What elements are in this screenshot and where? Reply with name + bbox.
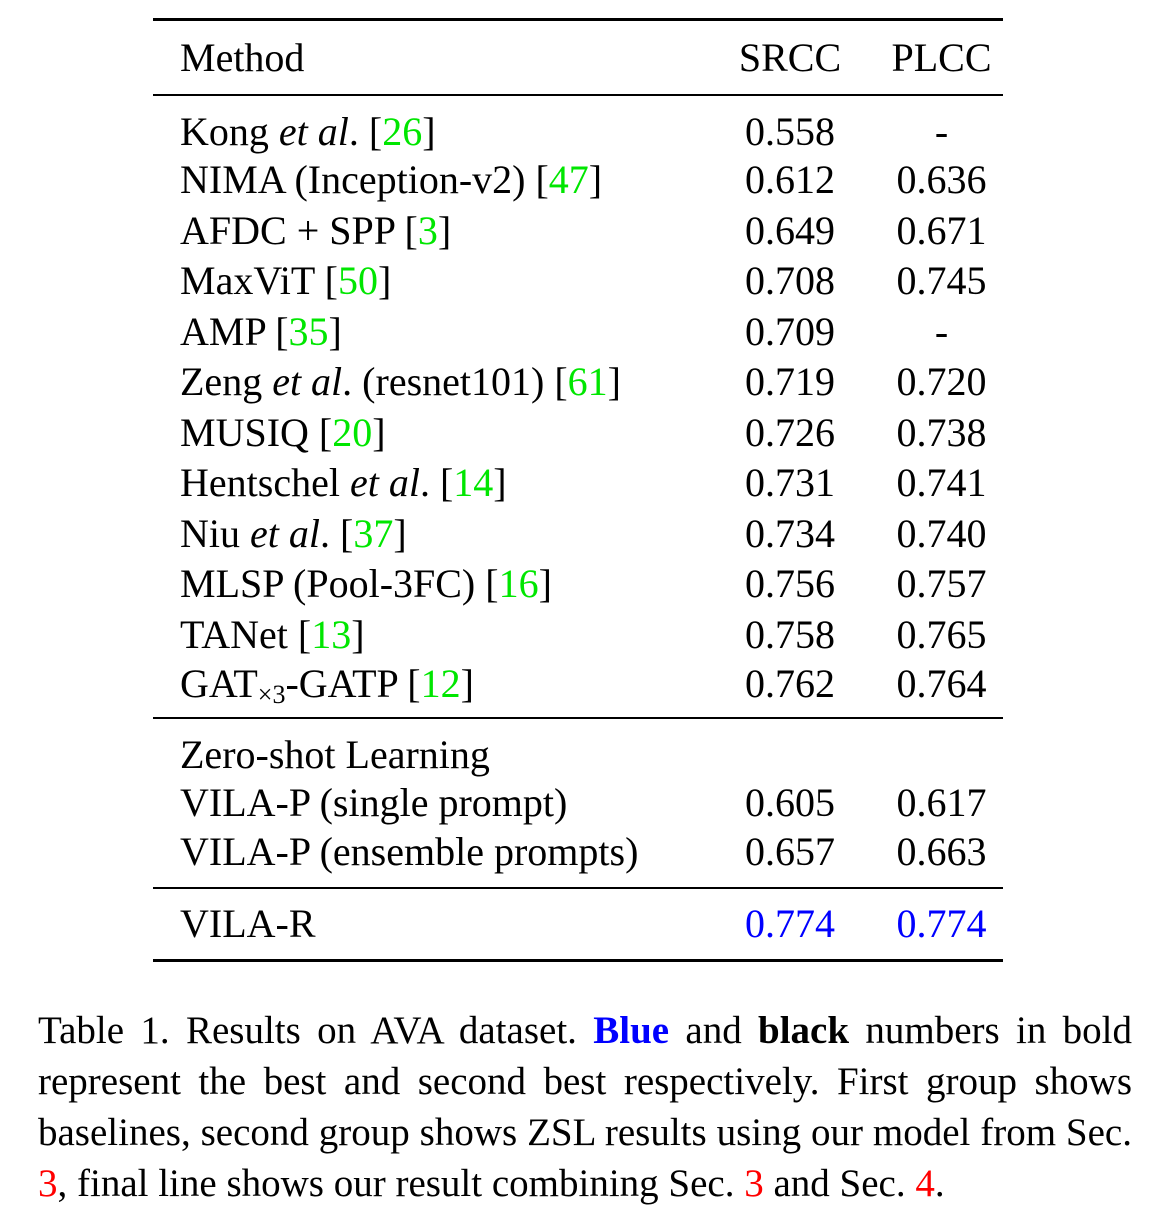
header-plcc: PLCC [891, 34, 992, 80]
section-ref-link[interactable]: 3 [744, 1162, 764, 1205]
plcc-value: 0.757 [896, 561, 987, 607]
plcc-value: 0.740 [896, 510, 987, 556]
method-name: VILA-P (single prompt) [180, 780, 568, 826]
citation-link[interactable]: 14 [453, 460, 494, 506]
srcc-value: 0.726 [745, 409, 835, 455]
plcc-value: 0.617 [896, 780, 987, 826]
srcc-value: 0.731 [745, 460, 835, 506]
header-srcc: SRCC [738, 34, 842, 80]
table-row: VILA-P (ensemble prompts) 0.657 0.663 [153, 828, 1003, 888]
method-name: VILA-R [180, 901, 316, 947]
plcc-value: 0.764 [896, 660, 987, 706]
srcc-value: 0.734 [745, 510, 835, 556]
citation-link[interactable]: 61 [567, 359, 608, 405]
zsl-group: Zero-shot Learning VILA-P (single prompt… [153, 717, 1003, 889]
citation-link[interactable]: 13 [311, 611, 352, 657]
method-name: Zeng et al. (resnet101) [61] [180, 359, 621, 405]
citation-link[interactable]: 37 [353, 510, 394, 556]
plcc-value: - [934, 308, 949, 354]
table-row: Kong et al. [26] 0.558 - [153, 95, 1003, 155]
baselines-group: Kong et al. [26] 0.558- NIMA (Inception-v2… [153, 95, 1003, 718]
final-row: VILA-R 0.774 0.774 [153, 888, 1003, 960]
citation-link[interactable]: 47 [548, 157, 589, 203]
table-row: Niu et al. [37] 0.734 0.740 [153, 508, 1003, 559]
table-row: MLSP (Pool-3FC) [16] 0.756 0.757 [153, 559, 1003, 610]
srcc-best-value: 0.774 [745, 901, 835, 947]
table-row: AFDC + SPP [3] 0.649 0.671 [153, 205, 1003, 256]
table-row: MUSIQ [20] 0.726 0.738 [153, 407, 1003, 458]
caption-black-word: black [758, 1009, 850, 1052]
header-method: Method [180, 34, 305, 80]
method-name: MLSP (Pool-3FC) [16] [180, 561, 552, 607]
zsl-heading-row: Zero-shot Learning [153, 718, 1003, 778]
srcc-value: 0.708 [745, 258, 835, 304]
plcc-value: 0.663 [896, 829, 987, 874]
srcc-value: 0.719 [745, 359, 835, 405]
method-name: MaxViT [50] [180, 258, 392, 304]
section-ref-link[interactable]: 3 [38, 1162, 58, 1205]
section-ref-link[interactable]: 4 [915, 1162, 935, 1205]
table-row: NIMA (Inception-v2) [47] 0.612 0.636 [153, 155, 1003, 206]
citation-link[interactable]: 12 [420, 660, 461, 706]
srcc-value: 0.649 [745, 207, 835, 253]
srcc-value: 0.756 [745, 561, 835, 607]
method-name: AFDC + SPP [3] [180, 207, 452, 253]
srcc-value: 0.758 [745, 611, 835, 657]
citation-link[interactable]: 26 [382, 108, 423, 154]
method-name: VILA-P (ensemble prompts) [180, 829, 639, 874]
srcc-value: 0.605 [745, 780, 835, 826]
plcc-value: 0.636 [896, 157, 987, 203]
srcc-value: 0.612 [745, 157, 835, 203]
srcc-value: 0.762 [745, 660, 835, 706]
method-name: TANet [13] [180, 611, 365, 657]
table-row: GAT×3-GATP [12] 0.762 0.764 [153, 660, 1003, 718]
plcc-value: 0.671 [896, 207, 987, 253]
method-name: Niu et al. [37] [180, 510, 407, 556]
table-row: Zeng et al. (resnet101) [61] 0.719 0.720 [153, 357, 1003, 408]
table-caption: Table 1. Results on AVA dataset. Blue an… [38, 1009, 1132, 1205]
method-name: GAT×3-GATP [12] [180, 660, 474, 709]
srcc-value: 0.709 [745, 308, 835, 354]
citation-link[interactable]: 16 [498, 561, 539, 607]
plcc-best-value: 0.774 [896, 901, 987, 947]
plcc-value: - [934, 108, 949, 154]
method-name: AMP [35] [180, 308, 342, 354]
citation-link[interactable]: 3 [417, 207, 438, 253]
zsl-heading: Zero-shot Learning [180, 731, 490, 777]
method-name: NIMA (Inception-v2) [47] [180, 157, 603, 203]
table-row: VILA-P (single prompt) 0.605 0.617 [153, 778, 1003, 829]
method-name: Kong et al. [26] [180, 108, 436, 154]
citation-link[interactable]: 35 [288, 308, 329, 354]
plcc-value: 0.765 [896, 611, 987, 657]
plcc-value: 0.745 [896, 258, 987, 304]
header-row: Method SRCC PLCC [153, 20, 1003, 95]
method-name: Hentschel et al. [14] [180, 460, 507, 506]
srcc-value: 0.657 [745, 829, 835, 874]
final-group: VILA-R 0.774 0.774 [153, 888, 1003, 960]
table-row: MaxViT [50] 0.708 0.745 [153, 256, 1003, 307]
plcc-value: 0.738 [896, 409, 987, 455]
results-table: Method SRCC PLCC Kong et al. [26] 0.558- N… [153, 18, 1003, 962]
plcc-value: 0.741 [896, 460, 987, 506]
table-row: AMP [35] 0.709 - [153, 306, 1003, 357]
table-row: Hentschel et al. [14] 0.731 0.741 [153, 458, 1003, 509]
citation-link[interactable]: 50 [337, 258, 378, 304]
citation-link[interactable]: 20 [332, 409, 373, 455]
srcc-value: 0.558 [745, 108, 835, 154]
table-row: TANet [13] 0.758 0.765 [153, 609, 1003, 660]
plcc-value: 0.720 [896, 359, 987, 405]
method-name: MUSIQ [20] [180, 409, 386, 455]
caption-blue-word: Blue [593, 1009, 670, 1052]
